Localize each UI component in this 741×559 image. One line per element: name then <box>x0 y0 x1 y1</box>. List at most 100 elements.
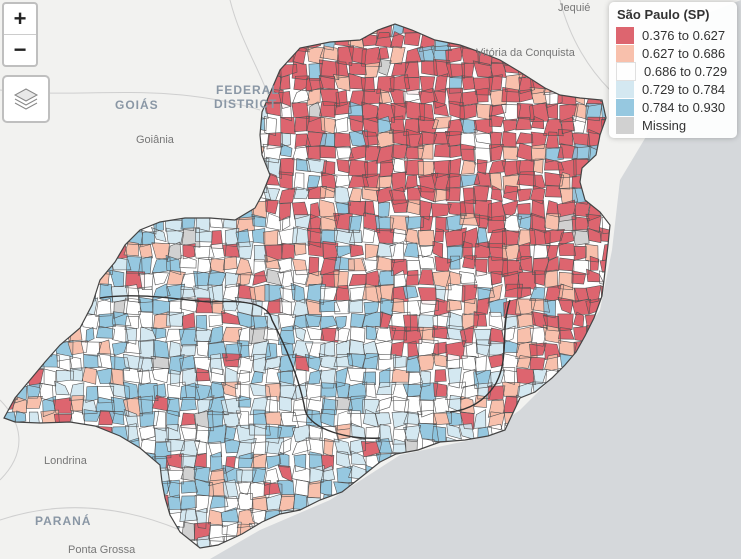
municipality <box>516 171 536 187</box>
municipality-border <box>207 381 225 398</box>
municipality-border <box>473 147 492 165</box>
municipality <box>544 269 558 288</box>
municipality-border <box>125 270 146 290</box>
municipality <box>404 32 421 46</box>
municipality-border <box>391 157 408 174</box>
municipality-border <box>291 61 308 81</box>
zoom-in-button[interactable]: + <box>13 6 27 31</box>
municipality <box>336 339 350 358</box>
municipality-border <box>487 385 506 401</box>
municipality <box>305 437 324 456</box>
municipality-border <box>220 397 241 415</box>
municipality-border <box>517 188 532 202</box>
municipality-border <box>123 381 140 400</box>
municipality-border <box>277 437 292 456</box>
municipality-border <box>236 311 256 330</box>
municipality-border <box>222 256 238 271</box>
municipality-border <box>477 382 493 400</box>
municipality-border <box>487 284 503 304</box>
municipality <box>237 481 251 495</box>
municipality-border <box>138 311 154 332</box>
municipality-border <box>322 240 339 261</box>
municipality-border <box>488 74 503 91</box>
municipality <box>376 145 394 164</box>
municipality <box>375 32 393 48</box>
municipality-border <box>389 46 406 65</box>
label-goiania: Goiânia <box>136 134 174 146</box>
municipality-border <box>336 159 350 174</box>
municipality <box>266 298 283 314</box>
municipality-border <box>182 243 196 260</box>
municipality-border <box>473 311 488 327</box>
municipality <box>319 353 338 370</box>
municipality <box>362 227 375 243</box>
municipality-border <box>462 255 477 270</box>
municipality-border <box>448 75 463 94</box>
municipality <box>151 242 170 260</box>
municipality <box>138 383 159 401</box>
municipality <box>434 143 450 158</box>
municipality-border <box>349 243 364 258</box>
municipality <box>208 242 227 260</box>
municipality <box>505 74 523 93</box>
municipality-border <box>319 101 338 118</box>
municipality-border <box>123 368 143 384</box>
municipality <box>292 424 310 442</box>
municipality-border <box>167 494 182 514</box>
municipality-border <box>350 325 366 343</box>
municipality-border <box>388 325 408 341</box>
municipality-border <box>277 464 293 483</box>
municipality <box>376 102 395 123</box>
municipality-border <box>405 145 425 160</box>
municipality <box>221 398 241 415</box>
municipality-border <box>490 185 503 202</box>
municipality-border <box>81 366 97 385</box>
municipality-border <box>446 325 467 342</box>
municipality-border <box>333 212 353 234</box>
municipality-border <box>333 353 354 368</box>
zoom-out-button[interactable]: − <box>4 34 36 65</box>
municipality <box>294 116 310 132</box>
municipality-border <box>461 62 475 78</box>
municipality-border <box>529 212 547 234</box>
municipality-border <box>403 314 419 332</box>
municipality-border <box>364 382 377 399</box>
municipality-border <box>530 298 550 313</box>
layers-button[interactable] <box>2 75 50 123</box>
municipality-border <box>122 395 143 417</box>
municipality-border <box>447 157 462 178</box>
municipality <box>278 353 297 372</box>
municipality <box>361 441 382 457</box>
municipality-border <box>459 90 479 107</box>
municipality <box>461 160 476 175</box>
municipality <box>461 75 475 90</box>
municipality-border <box>394 270 408 288</box>
municipality-border <box>291 381 309 401</box>
municipality <box>238 452 254 468</box>
municipality <box>517 188 532 202</box>
municipality <box>515 132 533 144</box>
municipality <box>179 509 198 522</box>
municipality-border <box>403 326 424 344</box>
municipality <box>515 117 532 130</box>
municipality-border <box>559 187 579 205</box>
municipality <box>349 229 362 243</box>
municipality-border <box>557 158 577 179</box>
municipality <box>334 117 348 133</box>
municipality-border <box>542 324 562 344</box>
municipality <box>124 340 142 354</box>
municipality-border <box>123 409 139 428</box>
municipality-border <box>432 270 452 291</box>
municipality-border <box>194 507 208 529</box>
legend-swatch <box>616 80 634 98</box>
municipality <box>362 353 379 370</box>
municipality <box>335 202 350 216</box>
municipality-border <box>351 450 367 466</box>
municipality-border <box>150 366 169 384</box>
municipality-border <box>43 368 57 387</box>
municipality <box>138 244 153 258</box>
municipality <box>179 355 196 372</box>
municipality <box>502 200 519 219</box>
municipality <box>516 213 533 231</box>
municipality <box>351 451 367 465</box>
